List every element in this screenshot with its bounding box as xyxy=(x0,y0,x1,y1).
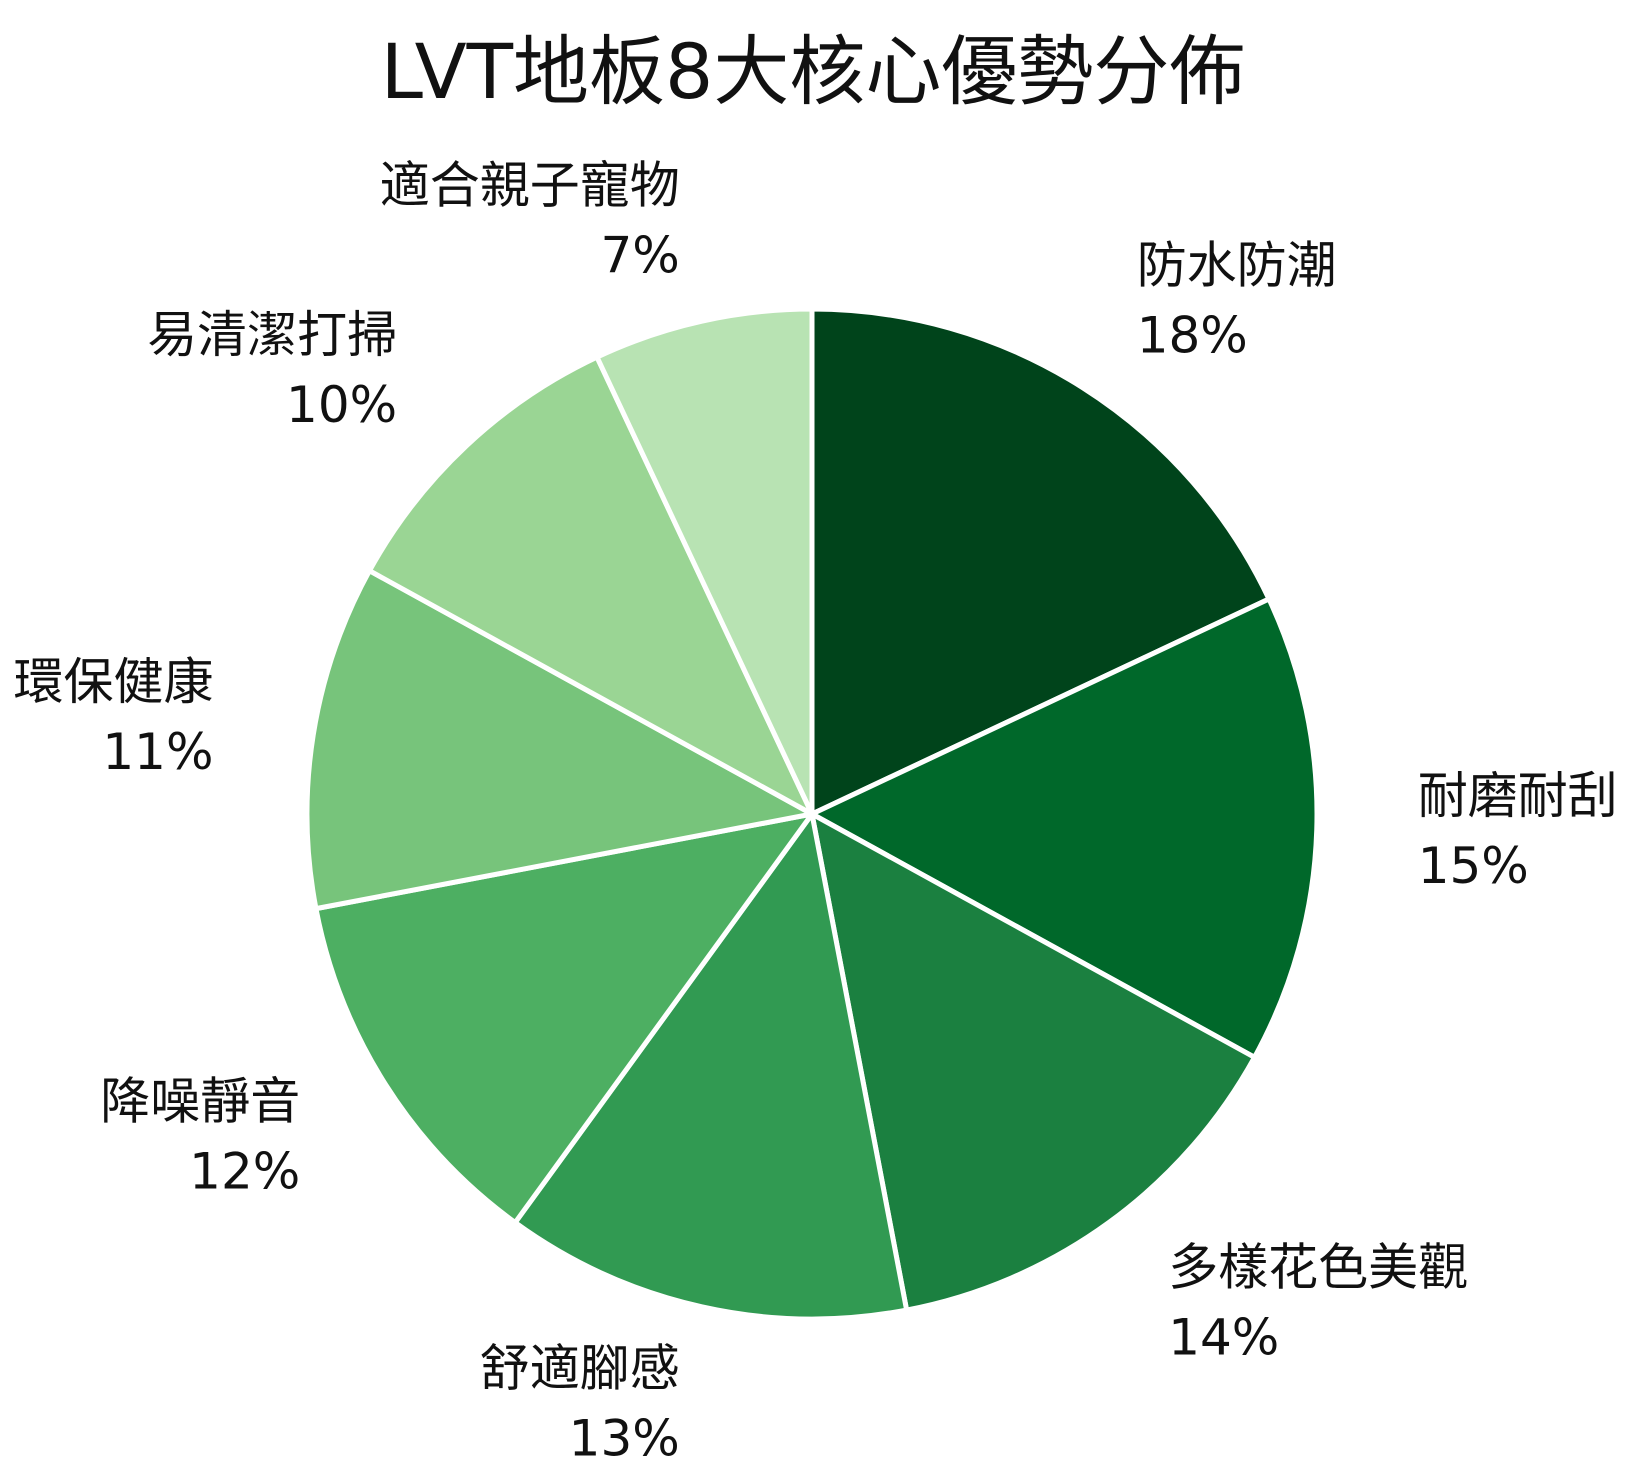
slice-value-label: 18% xyxy=(1137,306,1248,364)
slice-label: 易清潔打掃 xyxy=(147,306,397,364)
slice-label: 耐磨耐刮 xyxy=(1418,767,1618,825)
slice-value-label: 12% xyxy=(189,1143,300,1201)
slice-label: 適合親子寵物 xyxy=(380,157,680,215)
pie-slices xyxy=(304,306,1320,1322)
pie-slice xyxy=(809,811,1258,1313)
chart-title: LVT地板8大核心優勢分佈 xyxy=(380,27,1246,116)
slice-value-label: 11% xyxy=(102,723,213,781)
slice-value-label: 14% xyxy=(1168,1308,1279,1366)
slice-label: 防水防潮 xyxy=(1137,236,1337,294)
pie-slice xyxy=(809,596,1320,1060)
pie-slice xyxy=(313,811,815,1226)
pie-slice xyxy=(512,811,910,1322)
slice-value-label: 15% xyxy=(1418,837,1529,895)
pie-slice xyxy=(809,306,1272,817)
pie-slice xyxy=(366,354,815,817)
slice-label: 環保健康 xyxy=(14,653,214,711)
slice-value-label: 10% xyxy=(286,376,397,434)
pie-labels: 防水防潮 18% 耐磨耐刮 15% 多樣花色美觀 14% 舒適腳感 13% 降噪靜音 12% 環保健… xyxy=(14,157,1618,1468)
pie-slice xyxy=(594,306,815,817)
slice-label: 降噪靜音 xyxy=(100,1073,300,1131)
slice-label: 多樣花色美觀 xyxy=(1168,1238,1468,1296)
pie-slice xyxy=(304,568,815,912)
slice-value-label: 7% xyxy=(600,227,679,285)
slice-value-label: 13% xyxy=(569,1409,680,1467)
slice-label: 舒適腳感 xyxy=(480,1339,680,1397)
